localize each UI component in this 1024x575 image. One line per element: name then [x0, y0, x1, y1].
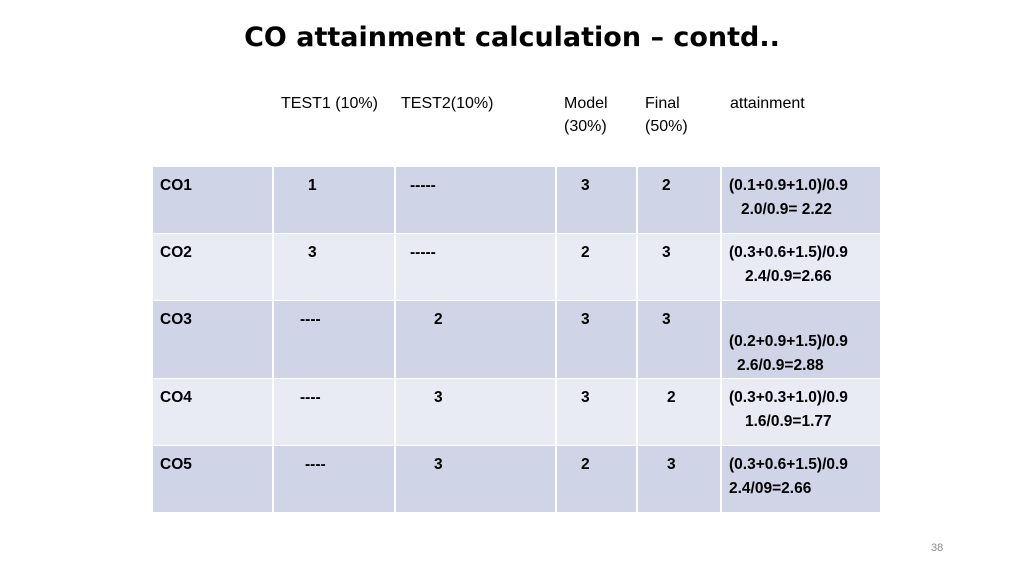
attainment-cell: (0.1+0.9+1.0)/0.9 2.0/0.9= 2.22 — [720, 166, 882, 234]
page-number: 38 — [931, 542, 944, 554]
test2-cell: ----- — [394, 233, 557, 301]
attainment-result: 2.6/0.9=2.88 — [737, 357, 824, 374]
co-label: CO4 — [151, 378, 274, 446]
attainment-formula: (0.2+0.9+1.5)/0.9 — [729, 333, 848, 350]
attainment-formula: (0.1+0.9+1.0)/0.9 — [729, 177, 848, 194]
attainment-formula: (0.3+0.6+1.5)/0.9 — [729, 456, 848, 473]
table-row: CO1 1 ----- 3 2 (0.1+0.9+1.0)/0.9 2.0/0.… — [151, 166, 882, 234]
attainment-cell: (0.3+0.6+1.5)/0.9 2.4/09=2.66 — [720, 445, 882, 513]
model-cell: 2 — [555, 445, 638, 513]
final-cell: 3 — [636, 445, 722, 513]
model-cell: 2 — [555, 233, 638, 301]
header-model: Model (30%) — [564, 95, 608, 135]
test1-cell: 1 — [272, 166, 396, 234]
co-label: CO3 — [151, 300, 274, 379]
attainment-cell: (0.3+0.6+1.5)/0.9 2.4/0.9=2.66 — [720, 233, 882, 301]
attainment-result: 2.4/09=2.66 — [729, 480, 812, 497]
attainment-cell: (0.2+0.9+1.5)/0.9 2.6/0.9=2.88 — [720, 300, 882, 379]
header-attainment: attainment — [730, 95, 805, 112]
test2-cell: 3 — [394, 445, 557, 513]
final-cell: 3 — [636, 233, 722, 301]
co-label: CO2 — [151, 233, 274, 301]
header-final: Final (50%) — [645, 95, 688, 135]
test1-cell: ---- — [272, 445, 396, 513]
table-row: CO5 ---- 3 2 3 (0.3+0.6+1.5)/0.9 2.4/09=… — [151, 445, 882, 513]
attainment-result: 2.0/0.9= 2.22 — [741, 201, 832, 218]
model-cell: 3 — [555, 166, 638, 234]
attainment-formula: (0.3+0.3+1.0)/0.9 — [729, 389, 848, 406]
attainment-cell: (0.3+0.3+1.0)/0.9 1.6/0.9=1.77 — [720, 378, 882, 446]
co-label: CO1 — [151, 166, 274, 234]
test2-cell: ----- — [394, 166, 557, 234]
final-cell: 2 — [636, 378, 722, 446]
final-cell: 3 — [636, 300, 722, 379]
co-label: CO5 — [151, 445, 274, 513]
table-row: CO2 3 ----- 2 3 (0.3+0.6+1.5)/0.9 2.4/0.… — [151, 233, 882, 301]
attainment-result: 2.4/0.9=2.66 — [745, 268, 832, 285]
header-test1: TEST1 (10%) — [281, 95, 378, 112]
test2-cell: 2 — [394, 300, 557, 379]
test1-cell: ---- — [272, 300, 396, 379]
test1-cell: 3 — [272, 233, 396, 301]
test1-cell: ---- — [272, 378, 396, 446]
attainment-formula: (0.3+0.6+1.5)/0.9 — [729, 244, 848, 261]
table-row: CO3 ---- 2 3 3 (0.2+0.9+1.5)/0.9 2.6/0.9… — [151, 300, 882, 379]
model-cell: 3 — [555, 300, 638, 379]
final-cell: 2 — [636, 166, 722, 234]
slide-title: CO attainment calculation – contd.. — [244, 22, 780, 53]
model-cell: 3 — [555, 378, 638, 446]
header-test2: TEST2(10%) — [401, 95, 494, 112]
attainment-result: 1.6/0.9=1.77 — [745, 413, 832, 430]
co-attainment-table: CO1 1 ----- 3 2 (0.1+0.9+1.0)/0.9 2.0/0.… — [151, 166, 882, 513]
table-row: CO4 ---- 3 3 2 (0.3+0.3+1.0)/0.9 1.6/0.9… — [151, 378, 882, 446]
test2-cell: 3 — [394, 378, 557, 446]
